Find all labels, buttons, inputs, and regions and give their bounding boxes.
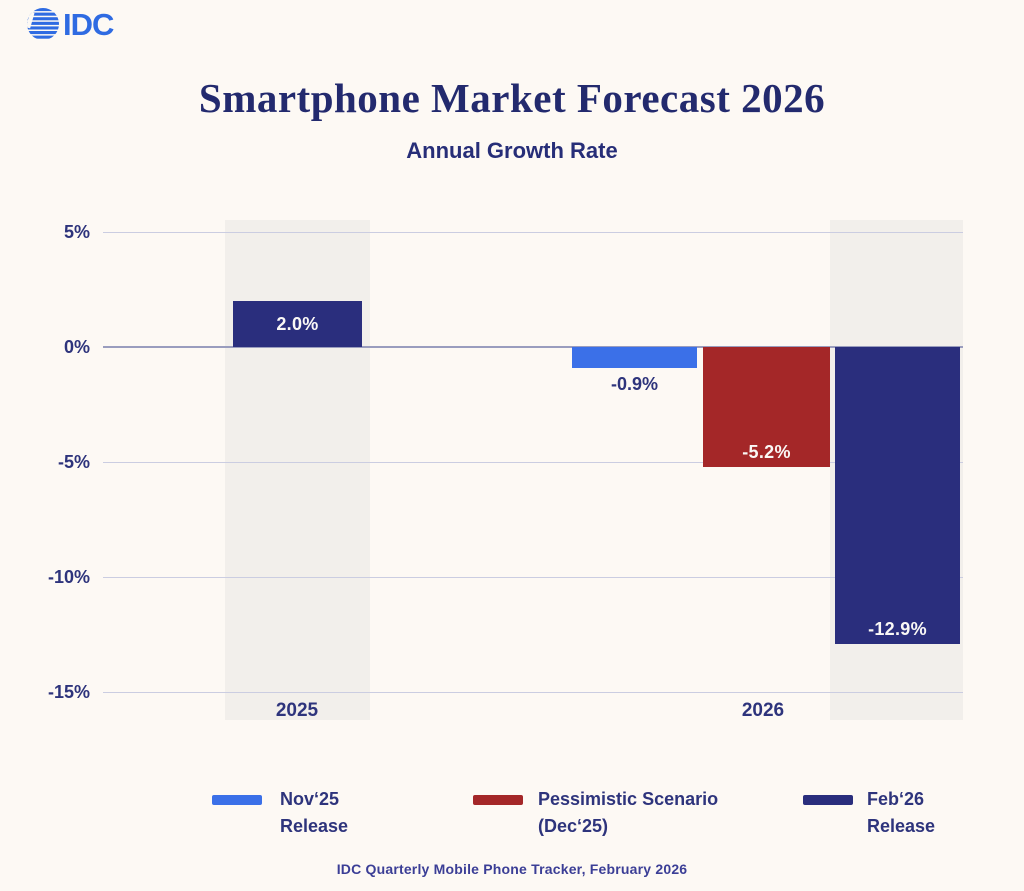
legend-label-nov25: Nov‘25 Release [280, 786, 348, 840]
gridline [103, 232, 963, 233]
legend-label-line: (Dec‘25) [538, 816, 609, 836]
y-tick-label: 5% [63, 222, 90, 242]
y-tick-label: -15% [47, 682, 90, 702]
legend-label-pessimistic: Pessimistic Scenario (Dec‘25) [538, 786, 718, 840]
idc-logo-text: IDC [63, 7, 114, 42]
chart-bar-2026-4: -12.9% [835, 347, 960, 644]
x-axis-label-2025: 2025 [275, 700, 319, 721]
source-attribution: IDC Quarterly Mobile Phone Tracker, Febr… [336, 861, 688, 877]
chart-bar-2025-1: 2.0% [233, 301, 362, 347]
highlight-band-2025 [225, 220, 370, 720]
page-subtitle: Annual Growth Rate [406, 138, 618, 163]
idc-globe-icon: IDC [27, 7, 115, 42]
chart-bar-2026-3: -5.2% [703, 347, 830, 467]
gridline [103, 577, 963, 578]
bar-value-label: -5.2% [742, 442, 791, 462]
legend-swatch-feb26 [803, 795, 853, 805]
y-tick-label: -10% [47, 567, 90, 587]
y-tick-label: 0% [63, 337, 90, 357]
bar-value-label: -12.9% [868, 619, 927, 639]
legend-label-line: Release [867, 816, 936, 836]
gridline [103, 462, 963, 463]
legend-swatch-pessimistic [473, 795, 523, 805]
legend-label-line: Feb‘26 [867, 789, 925, 809]
y-tick-label: -5% [57, 452, 90, 472]
idc-logo: IDC [26, 6, 126, 47]
x-axis-label-2026: 2026 [741, 700, 785, 721]
chart-bar-2026-2 [572, 347, 697, 368]
legend-label-line: Pessimistic Scenario [538, 789, 719, 809]
zero-axis-line [103, 346, 963, 348]
page-title: Smartphone Market Forecast 2026 [198, 75, 826, 121]
gridline [103, 692, 963, 693]
legend-label-line: Release [280, 816, 349, 836]
legend-swatch-nov25 [212, 795, 262, 805]
legend-label-line: Nov‘25 [280, 789, 340, 809]
bar-value-label: 2.0% [276, 313, 319, 334]
bar-value-label: -0.9% [610, 374, 659, 394]
legend-label-feb26: Feb‘26 Release [867, 786, 935, 840]
